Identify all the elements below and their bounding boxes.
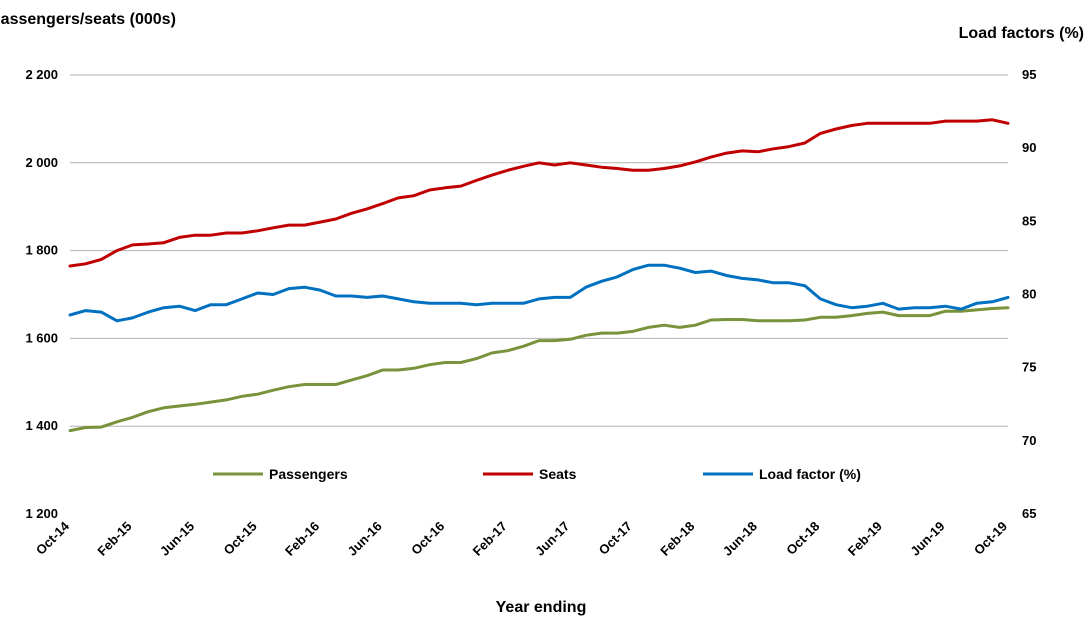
x-tick-label: Jun-16 bbox=[345, 519, 385, 559]
series-line-seats bbox=[68, 118, 1010, 268]
left-tick-label: 1 600 bbox=[25, 330, 58, 345]
right-axis-title: Load factors (%) bbox=[959, 25, 1084, 42]
right-tick-label: 90 bbox=[1022, 140, 1036, 155]
legend-label: Load factor (%) bbox=[759, 466, 861, 482]
left-axis-ticks: 1 200 1 400 1 600 1 800 2 000 2 200 bbox=[25, 67, 58, 521]
x-tick-label: Feb-18 bbox=[657, 519, 697, 559]
x-tick-label: Oct-14 bbox=[33, 518, 73, 558]
left-tick-label: 2 000 bbox=[25, 155, 58, 170]
x-tick-label: Jun-17 bbox=[532, 519, 572, 559]
left-tick-label: 1 800 bbox=[25, 243, 58, 258]
left-axis-title: Passengers/seats (000s) bbox=[0, 11, 176, 28]
left-tick-label: 2 200 bbox=[25, 67, 58, 82]
right-tick-label: 80 bbox=[1022, 287, 1036, 302]
right-tick-label: 75 bbox=[1022, 360, 1036, 375]
x-tick-label: Feb-17 bbox=[470, 519, 510, 559]
x-tick-label: Feb-15 bbox=[94, 519, 134, 559]
right-tick-label: 95 bbox=[1022, 67, 1036, 82]
x-tick-label: Feb-19 bbox=[845, 519, 885, 559]
x-tick-label: Oct-19 bbox=[971, 519, 1010, 558]
right-tick-label: 85 bbox=[1022, 213, 1036, 228]
x-tick-label: Jun-15 bbox=[157, 519, 197, 559]
left-tick-label: 1 400 bbox=[25, 418, 58, 433]
x-tick-label: Oct-15 bbox=[220, 519, 259, 558]
right-axis-ticks: 65 70 75 80 85 90 95 bbox=[1022, 67, 1036, 521]
series-layer bbox=[68, 118, 1010, 433]
legend-item: Load factor (%) bbox=[703, 466, 861, 482]
legend-label: Seats bbox=[539, 466, 577, 482]
x-axis-title: Year ending bbox=[496, 599, 587, 616]
x-tick-label: Feb-16 bbox=[282, 519, 322, 559]
series-line-load-factor bbox=[68, 263, 1010, 323]
right-tick-label: 65 bbox=[1022, 506, 1036, 521]
legend-item: Passengers bbox=[213, 466, 348, 482]
legend-label: Passengers bbox=[269, 466, 348, 482]
legend: Passengers Seats Load factor (%) bbox=[213, 466, 861, 482]
legend-item: Seats bbox=[483, 466, 577, 482]
left-tick-label: 1 200 bbox=[25, 506, 58, 521]
x-tick-label: Jun-19 bbox=[907, 519, 947, 559]
x-axis-ticks: Oct-14 Feb-15 Jun-15 Oct-15 Feb-16 Jun-16 Oct-… bbox=[33, 518, 1010, 559]
x-tick-label: Jun-18 bbox=[720, 519, 760, 559]
x-tick-label: Oct-18 bbox=[783, 519, 822, 558]
x-tick-label: Oct-16 bbox=[408, 519, 447, 558]
right-tick-label: 70 bbox=[1022, 433, 1036, 448]
series-line-passengers bbox=[68, 306, 1010, 433]
gridlines bbox=[70, 74, 1008, 427]
x-tick-label: Oct-17 bbox=[596, 519, 635, 558]
